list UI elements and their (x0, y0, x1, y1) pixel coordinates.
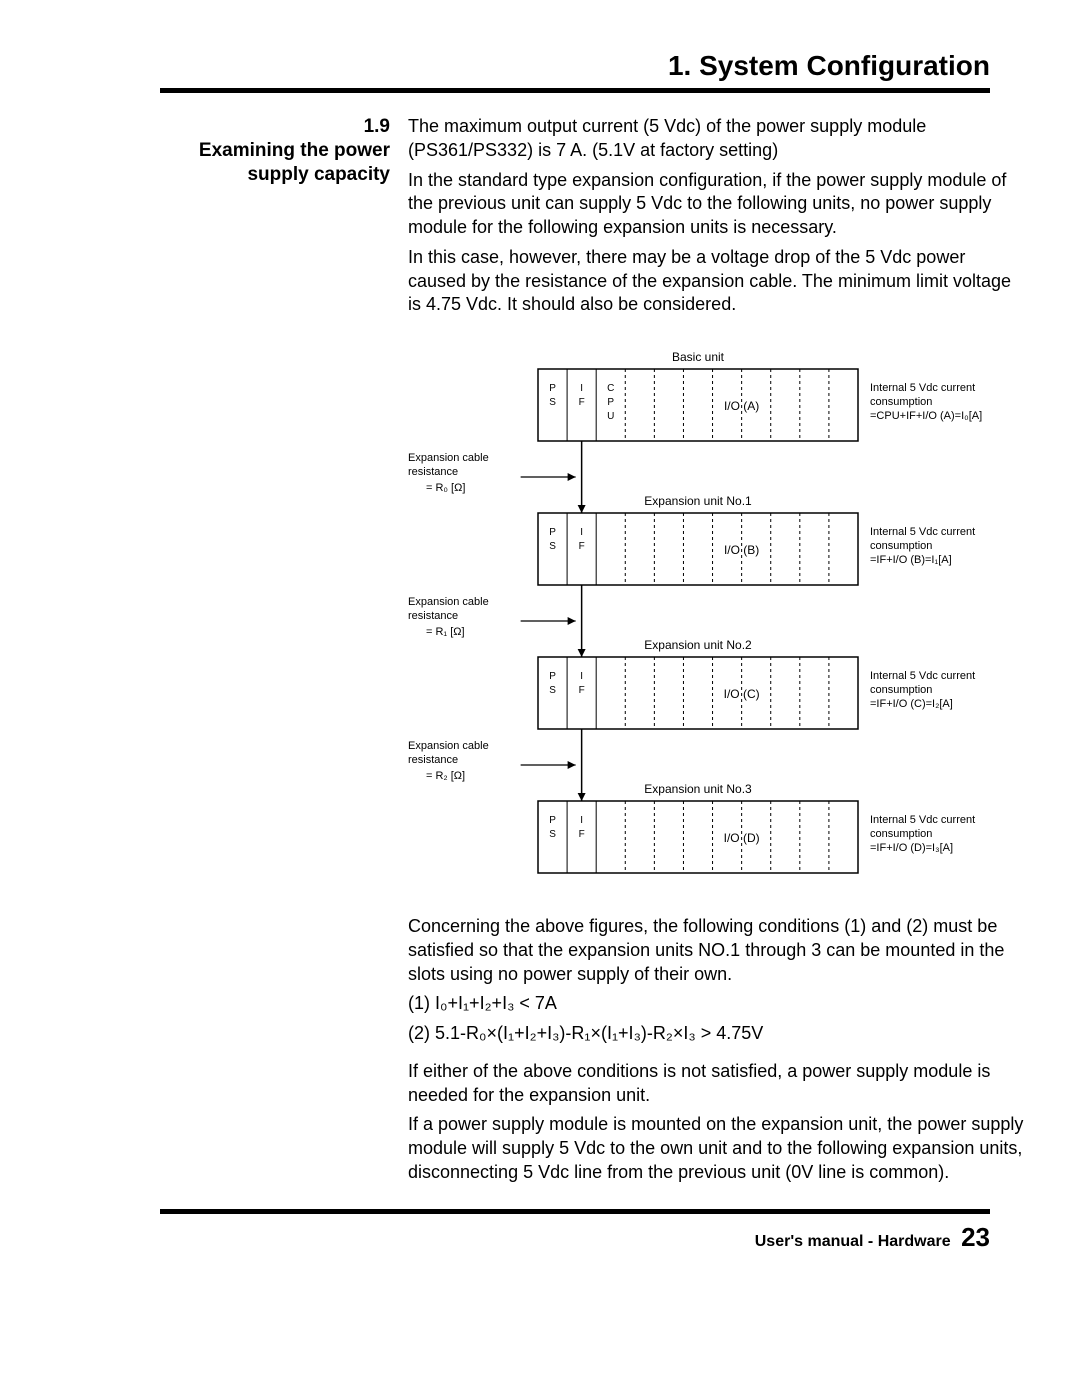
page-footer: User's manual - Hardware 23 (160, 1222, 990, 1253)
paragraph-6: If a power supply module is mounted on t… (408, 1113, 1028, 1184)
svg-text:P: P (549, 383, 556, 394)
svg-text:=IF+I/O (C)=I₂[A]: =IF+I/O (C)=I₂[A] (870, 698, 953, 710)
svg-text:F: F (579, 685, 585, 696)
section-title-line1: Examining the power (199, 140, 390, 161)
svg-text:F: F (579, 397, 585, 408)
condition-1: (1) I₀+I₁+I₂+I₃ < 7A (408, 992, 1028, 1016)
svg-text:P: P (549, 671, 556, 682)
svg-text:F: F (579, 541, 585, 552)
svg-text:Internal 5 Vdc current: Internal 5 Vdc current (870, 526, 975, 538)
svg-text:S: S (549, 829, 556, 840)
svg-text:resistance: resistance (408, 466, 458, 478)
svg-text:P: P (607, 397, 614, 408)
svg-text:= R₀ [Ω]: = R₀ [Ω] (426, 482, 465, 494)
svg-text:= R₂ [Ω]: = R₂ [Ω] (426, 770, 465, 782)
svg-text:I/O (A): I/O (A) (724, 399, 759, 413)
svg-text:S: S (549, 685, 556, 696)
svg-text:consumption: consumption (870, 828, 932, 840)
svg-text:I/O (B): I/O (B) (724, 543, 759, 557)
section-heading: 1.9 Examining the power supply capacity (160, 115, 408, 186)
svg-text:S: S (549, 397, 556, 408)
paragraph-3: In this case, however, there may be a vo… (408, 246, 1028, 317)
svg-text:resistance: resistance (408, 610, 458, 622)
svg-text:Internal 5 Vdc current: Internal 5 Vdc current (870, 670, 975, 682)
svg-text:Basic unit: Basic unit (672, 350, 725, 364)
paragraph-5: If either of the above conditions is not… (408, 1060, 1028, 1108)
svg-text:Expansion unit No.3: Expansion unit No.3 (644, 782, 752, 796)
paragraph-1: The maximum output current (5 Vdc) of th… (408, 115, 1028, 163)
section-number: 1.9 (160, 115, 390, 139)
svg-text:I: I (580, 383, 583, 394)
svg-text:I/O (D): I/O (D) (724, 831, 760, 845)
svg-text:consumption: consumption (870, 540, 932, 552)
svg-text:Internal 5 Vdc current: Internal 5 Vdc current (870, 814, 975, 826)
svg-text:F: F (579, 829, 585, 840)
svg-text:=IF+I/O (D)=I₃[A]: =IF+I/O (D)=I₃[A] (870, 842, 953, 854)
svg-text:Expansion cable: Expansion cable (408, 596, 489, 608)
svg-text:I: I (580, 671, 583, 682)
svg-text:I/O (C): I/O (C) (724, 687, 760, 701)
svg-text:Expansion cable: Expansion cable (408, 740, 489, 752)
svg-text:consumption: consumption (870, 396, 932, 408)
section-title-line2: supply capacity (247, 164, 390, 185)
power-diagram: Basic unitPSIFCPUI/O (A)Internal 5 Vdc c… (408, 347, 1028, 887)
svg-text:resistance: resistance (408, 754, 458, 766)
title-rule (160, 88, 990, 93)
svg-text:= R₁ [Ω]: = R₁ [Ω] (426, 626, 465, 638)
svg-text:S: S (549, 541, 556, 552)
paragraph-2: In the standard type expansion configura… (408, 169, 1028, 240)
page-number: 23 (961, 1222, 990, 1252)
svg-text:U: U (607, 411, 614, 422)
svg-text:=IF+I/O (B)=I₁[A]: =IF+I/O (B)=I₁[A] (870, 554, 952, 566)
svg-text:P: P (549, 527, 556, 538)
svg-text:I: I (580, 527, 583, 538)
footer-label: User's manual - Hardware (755, 1233, 951, 1250)
chapter-title: 1. System Configuration (160, 50, 990, 82)
paragraph-4: Concerning the above figures, the follow… (408, 915, 1028, 986)
condition-2: (2) 5.1-R₀×(I₁+I₂+I₃)-R₁×(I₁+I₃)-R₂×I₃ >… (408, 1022, 1028, 1046)
svg-text:=CPU+IF+I/O (A)=I₀[A]: =CPU+IF+I/O (A)=I₀[A] (870, 410, 982, 422)
svg-text:I: I (580, 815, 583, 826)
svg-text:C: C (607, 383, 614, 394)
svg-text:Expansion unit No.1: Expansion unit No.1 (644, 494, 752, 508)
footer-rule (160, 1209, 990, 1214)
svg-text:Expansion cable: Expansion cable (408, 452, 489, 464)
svg-text:consumption: consumption (870, 684, 932, 696)
svg-text:Internal 5 Vdc current: Internal 5 Vdc current (870, 382, 975, 394)
svg-text:P: P (549, 815, 556, 826)
svg-text:Expansion unit No.2: Expansion unit No.2 (644, 638, 752, 652)
